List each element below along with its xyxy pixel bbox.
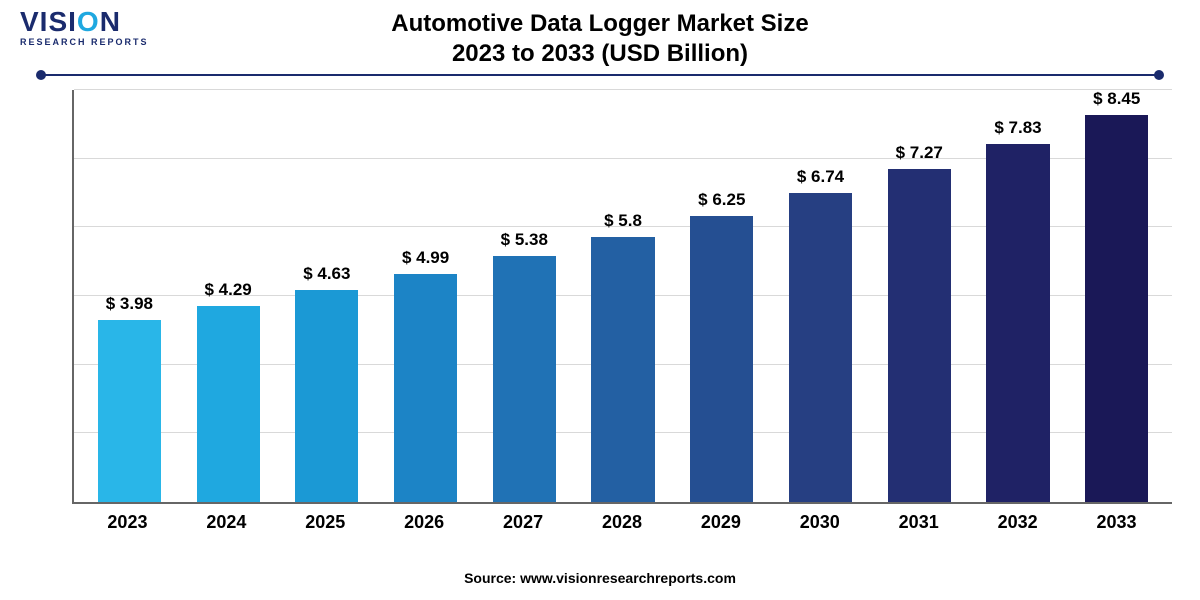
bar-value-label: $ 6.74: [771, 167, 870, 187]
chart-title-block: Automotive Data Logger Market Size 2023 …: [0, 10, 1200, 68]
x-axis-label: 2029: [671, 504, 770, 540]
bar: [888, 169, 951, 502]
x-axis-label: 2032: [968, 504, 1067, 540]
x-axis-label: 2026: [375, 504, 474, 540]
bar-value-label: $ 7.83: [969, 118, 1068, 138]
bar-value-label: $ 8.45: [1067, 89, 1166, 109]
bar-value-label: $ 6.25: [672, 190, 771, 210]
bar: [197, 306, 260, 502]
source-line: Source: www.visionresearchreports.com: [0, 570, 1200, 586]
bar-chart: $ 3.98$ 4.29$ 4.63$ 4.99$ 5.38$ 5.8$ 6.2…: [72, 90, 1172, 540]
bar-slot: $ 8.45: [1067, 90, 1166, 502]
bar: [394, 274, 457, 502]
chart-title-line2: 2023 to 2033 (USD Billion): [0, 40, 1200, 68]
x-axis-label: 2033: [1067, 504, 1166, 540]
bar-slot: $ 6.74: [771, 90, 870, 502]
x-axis-label: 2023: [78, 504, 177, 540]
bar-value-label: $ 4.99: [376, 248, 475, 268]
bar-slot: $ 4.29: [179, 90, 278, 502]
bar-slot: $ 7.27: [870, 90, 969, 502]
bar-value-label: $ 5.8: [574, 211, 673, 231]
bar-value-label: $ 5.38: [475, 230, 574, 250]
x-axis-label: 2024: [177, 504, 276, 540]
chart-title-line1: Automotive Data Logger Market Size: [0, 10, 1200, 38]
bar: [690, 216, 753, 502]
title-rule: [40, 74, 1160, 76]
bar: [98, 320, 161, 502]
bar: [591, 237, 654, 503]
x-axis-labels: 2023202420252026202720282029203020312032…: [72, 504, 1172, 540]
x-axis-label: 2028: [573, 504, 672, 540]
bar-value-label: $ 7.27: [870, 143, 969, 163]
x-axis-label: 2027: [474, 504, 573, 540]
x-axis-label: 2031: [869, 504, 968, 540]
bar: [986, 144, 1049, 502]
bar-slot: $ 5.38: [475, 90, 574, 502]
bar-slot: $ 3.98: [80, 90, 179, 502]
bar: [1085, 115, 1148, 502]
bar-slot: $ 5.8: [574, 90, 673, 502]
x-axis-label: 2030: [770, 504, 869, 540]
bar-value-label: $ 3.98: [80, 294, 179, 314]
bars-container: $ 3.98$ 4.29$ 4.63$ 4.99$ 5.38$ 5.8$ 6.2…: [74, 90, 1172, 502]
x-axis-label: 2025: [276, 504, 375, 540]
bar: [295, 290, 358, 502]
bar-slot: $ 4.99: [376, 90, 475, 502]
bar-value-label: $ 4.63: [277, 264, 376, 284]
bar: [789, 193, 852, 502]
bar: [493, 256, 556, 502]
bar-slot: $ 4.63: [277, 90, 376, 502]
bar-slot: $ 7.83: [969, 90, 1068, 502]
bar-slot: $ 6.25: [672, 90, 771, 502]
plot-area: $ 3.98$ 4.29$ 4.63$ 4.99$ 5.38$ 5.8$ 6.2…: [72, 90, 1172, 504]
bar-value-label: $ 4.29: [179, 280, 278, 300]
